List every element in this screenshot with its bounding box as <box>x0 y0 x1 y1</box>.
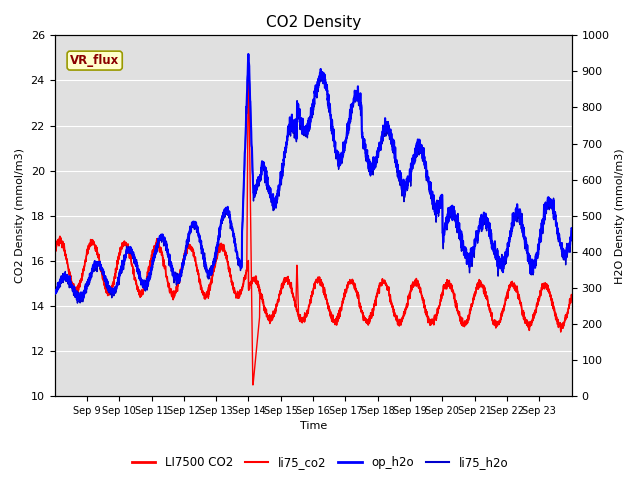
LI7500 CO2 <box>344 282 352 288</box>
LI7500 CO2 <box>214 248 222 253</box>
li75_h2o <box>74 300 81 306</box>
li75_h2o <box>499 262 506 267</box>
Line: op_h2o: op_h2o <box>54 54 572 300</box>
Line: li75_co2: li75_co2 <box>54 62 572 385</box>
li75_co2 <box>344 279 352 285</box>
li75_co2 <box>102 290 110 296</box>
op_h2o <box>244 51 252 57</box>
Text: VR_flux: VR_flux <box>70 54 119 67</box>
op_h2o <box>102 281 110 287</box>
LI7500 CO2 <box>557 328 564 334</box>
LI7500 CO2 <box>56 234 64 240</box>
li75_co2 <box>244 60 252 65</box>
op_h2o <box>499 261 506 266</box>
li75_h2o <box>51 291 58 297</box>
Line: li75_h2o: li75_h2o <box>54 57 572 303</box>
LI7500 CO2 <box>51 247 58 253</box>
li75_h2o <box>344 123 352 129</box>
Y-axis label: H2O Density (mmol/m3): H2O Density (mmol/m3) <box>615 148 625 284</box>
li75_co2 <box>51 247 58 253</box>
LI7500 CO2 <box>469 300 477 306</box>
op_h2o <box>74 297 82 303</box>
op_h2o <box>51 289 58 295</box>
X-axis label: Time: Time <box>300 421 327 432</box>
op_h2o <box>469 248 477 254</box>
li75_co2 <box>561 316 568 322</box>
li75_co2 <box>469 299 477 304</box>
li75_h2o <box>469 250 477 255</box>
LI7500 CO2 <box>561 317 568 323</box>
LI7500 CO2 <box>102 288 110 294</box>
li75_co2 <box>499 312 506 317</box>
Line: LI7500 CO2: LI7500 CO2 <box>54 237 572 331</box>
li75_co2 <box>568 292 575 298</box>
Legend: LI7500 CO2, li75_co2, op_h2o, li75_h2o: LI7500 CO2, li75_co2, op_h2o, li75_h2o <box>127 452 513 474</box>
li75_h2o <box>568 230 575 236</box>
Y-axis label: CO2 Density (mmol/m3): CO2 Density (mmol/m3) <box>15 148 25 283</box>
Title: CO2 Density: CO2 Density <box>266 15 361 30</box>
op_h2o <box>561 256 568 262</box>
li75_co2 <box>249 382 257 388</box>
li75_h2o <box>244 54 252 60</box>
li75_co2 <box>214 248 221 253</box>
LI7500 CO2 <box>568 294 575 300</box>
li75_h2o <box>102 284 110 290</box>
li75_h2o <box>214 243 222 249</box>
li75_h2o <box>561 253 568 259</box>
LI7500 CO2 <box>498 309 506 315</box>
op_h2o <box>568 226 575 231</box>
op_h2o <box>344 122 352 128</box>
op_h2o <box>214 240 222 246</box>
